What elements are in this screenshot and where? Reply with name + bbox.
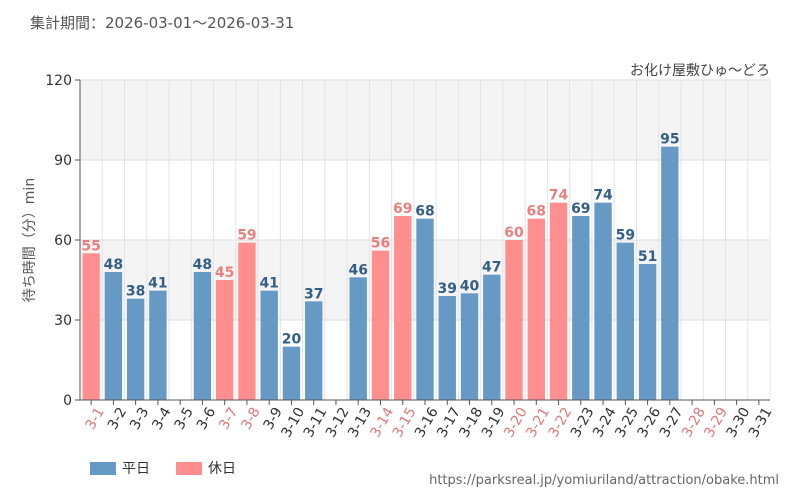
y-tick-label: 60	[54, 233, 72, 249]
data-label-3-21: 68	[527, 204, 546, 220]
data-label-3-1: 55	[81, 238, 100, 254]
bar-3-8[interactable]	[238, 242, 256, 400]
data-label-3-27: 95	[660, 132, 679, 148]
bar-3-24[interactable]	[594, 202, 612, 400]
data-label-3-10: 20	[282, 332, 302, 348]
x-tick-label: 3-4	[149, 405, 174, 433]
y-tick-label: 30	[54, 313, 72, 329]
bar-3-23[interactable]	[572, 216, 590, 400]
bar-3-20[interactable]	[505, 240, 523, 400]
bar-3-13[interactable]	[349, 277, 367, 400]
y-tick-label: 90	[54, 153, 72, 169]
x-tick-label: 3-3	[127, 405, 152, 433]
data-label-3-18: 40	[460, 278, 480, 294]
bar-3-17[interactable]	[438, 296, 456, 400]
legend-label-weekday: 平日	[122, 461, 150, 477]
bar-3-10[interactable]	[282, 346, 301, 400]
data-label-3-15: 69	[393, 201, 412, 217]
x-tick-label: 3-7	[216, 405, 241, 433]
data-label-3-11: 37	[304, 286, 323, 302]
bar-3-25[interactable]	[616, 242, 635, 400]
bar-3-9[interactable]	[260, 290, 278, 400]
grid-band	[80, 80, 770, 160]
y-tick-label: 0	[63, 393, 72, 409]
data-label-3-9: 41	[259, 276, 278, 292]
bar-3-18[interactable]	[460, 293, 479, 400]
data-label-3-16: 68	[415, 204, 434, 220]
x-tick-label: 3-6	[194, 405, 219, 433]
bar-3-11[interactable]	[305, 301, 323, 400]
bar-3-27[interactable]	[661, 146, 679, 400]
bar-3-15[interactable]	[394, 216, 412, 400]
y-tick-label: 120	[45, 73, 72, 89]
legend-swatch-weekday	[90, 461, 116, 475]
data-label-3-7: 45	[215, 265, 234, 281]
x-tick-label: 3-31	[746, 405, 776, 441]
x-tick-label: 3-1	[83, 405, 108, 433]
x-tick-label: 3-5	[172, 405, 197, 433]
data-label-3-17: 39	[438, 281, 457, 297]
data-label-3-4: 41	[148, 276, 167, 292]
data-label-3-25: 59	[616, 228, 635, 244]
data-label-3-22: 74	[549, 188, 569, 204]
chart-title: お化け屋敷ひゅ〜どろ	[630, 63, 770, 79]
bar-3-19[interactable]	[483, 274, 501, 400]
data-label-3-2: 48	[104, 257, 123, 273]
bar-3-1[interactable]	[82, 253, 100, 400]
bar-3-21[interactable]	[527, 218, 545, 400]
data-label-3-14: 56	[371, 236, 390, 252]
data-label-3-20: 60	[504, 225, 524, 241]
data-label-3-23: 69	[571, 201, 590, 217]
period-label: 集計期間：2026-03-01〜2026-03-31	[30, 14, 295, 32]
bar-3-26[interactable]	[638, 264, 657, 400]
data-label-3-26: 51	[638, 249, 657, 265]
data-label-3-3: 38	[126, 284, 145, 300]
bar-3-3[interactable]	[126, 298, 145, 400]
legend: 平日 休日	[90, 458, 236, 478]
data-label-3-8: 59	[237, 228, 256, 244]
y-axis-label: 待ち時間（分）min	[22, 178, 38, 302]
x-tick-label: 3-8	[238, 405, 263, 433]
legend-label-holiday: 休日	[208, 461, 236, 477]
legend-swatch-holiday	[176, 461, 202, 475]
source-url[interactable]: https://parksreal.jp/yomiuriland/attract…	[429, 473, 779, 488]
bar-3-4[interactable]	[149, 290, 167, 400]
data-label-3-19: 47	[482, 260, 501, 276]
legend-item-holiday: 休日	[176, 458, 236, 478]
data-label-3-24: 74	[593, 188, 613, 204]
legend-item-weekday: 平日	[90, 458, 150, 478]
data-label-3-13: 46	[348, 262, 367, 278]
bar-3-2[interactable]	[104, 272, 123, 400]
bar-3-6[interactable]	[193, 272, 212, 400]
bar-3-14[interactable]	[371, 250, 390, 400]
x-tick-label: 3-2	[105, 405, 130, 433]
bar-3-16[interactable]	[416, 218, 434, 400]
bar-3-7[interactable]	[215, 280, 234, 400]
data-label-3-6: 48	[193, 257, 212, 273]
bar-3-22[interactable]	[549, 202, 568, 400]
